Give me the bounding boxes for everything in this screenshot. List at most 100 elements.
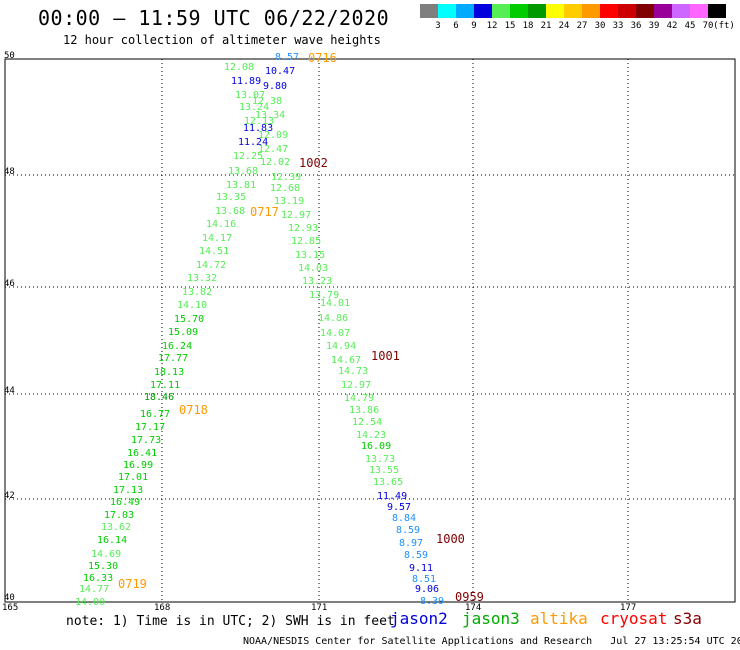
wave-height-value: 13.68: [215, 206, 246, 217]
wave-height-value: 12.85: [291, 236, 322, 247]
wave-height-value: 14.17: [202, 233, 233, 244]
legend-swatch: [420, 4, 438, 18]
wave-height-value: 14.94: [326, 341, 357, 352]
legend-swatch: [600, 4, 618, 18]
satellite-s3a: s3a: [673, 609, 702, 628]
legend-swatch: [654, 4, 672, 18]
legend-label: 70: [702, 21, 714, 31]
wave-height-value: 16.41: [127, 448, 158, 459]
satellite-cryosat: cryosat: [600, 609, 668, 628]
lat-label: 40: [4, 593, 15, 603]
wave-height-value: 12.54: [352, 417, 383, 428]
wave-height-value: 17.01: [118, 472, 149, 483]
wave-height-value: 12.97: [341, 380, 372, 391]
wave-height-value: 13.24: [239, 102, 270, 113]
lat-label: 50: [4, 51, 15, 61]
wave-height-value: 13.68: [228, 166, 259, 177]
legend-swatch: [582, 4, 600, 18]
wave-height-value: 16.77: [140, 409, 171, 420]
wave-height-value: 11.89: [231, 76, 262, 87]
wave-height-value: 12.97: [281, 210, 312, 221]
satellite-altika: altika: [530, 609, 588, 628]
map-frame: [4, 58, 736, 603]
legend-swatch: [546, 4, 564, 18]
wave-height-value: 12.39: [271, 172, 302, 183]
color-legend: [420, 4, 726, 18]
time-label: 0716: [308, 51, 337, 65]
wave-height-value: 8.59: [396, 525, 421, 536]
legend-swatch: [456, 4, 474, 18]
wave-height-value: 15.70: [174, 314, 205, 325]
lon-label: 177: [620, 603, 637, 613]
wave-height-value: 18.13: [154, 367, 185, 378]
wave-height-value: 8.97: [399, 538, 424, 549]
wave-height-value: 13.15: [295, 250, 326, 261]
wave-height-value: 12.08: [224, 62, 255, 73]
wave-height-value: 14.00: [75, 597, 106, 608]
time-label: 0719: [118, 577, 147, 591]
legend-swatch: [636, 4, 654, 18]
wave-height-value: 17.03: [104, 510, 135, 521]
legend-label: 15: [504, 21, 516, 31]
legend-swatch: [474, 4, 492, 18]
wave-height-value: 13.86: [349, 405, 380, 416]
wave-height-value: 17.13: [113, 485, 144, 496]
wave-height-value: 12.09: [258, 130, 289, 141]
legend-label: 42: [666, 21, 678, 31]
wave-height-value: 11.83: [243, 123, 274, 134]
wave-height-value: 13.35: [216, 192, 247, 203]
wave-height-value: 14.10: [177, 300, 208, 311]
legend-unit: (ft): [713, 21, 735, 31]
wave-height-value: 16.99: [123, 460, 154, 471]
wave-height-value: 10.47: [265, 66, 296, 77]
legend-label: 39: [648, 21, 660, 31]
legend-label: 3: [435, 21, 441, 31]
page-subtitle: 12 hour collection of altimeter wave hei…: [63, 33, 381, 47]
legend-label: 9: [471, 21, 477, 31]
wave-height-value: 14.73: [338, 366, 369, 377]
lon-label: 165: [2, 603, 19, 613]
time-label: 0959: [455, 590, 484, 604]
time-label: 0717: [250, 205, 279, 219]
wave-height-value: 13.65: [373, 477, 404, 488]
credit-text: NOAA/NESDIS Center for Satellite Applica…: [243, 636, 593, 647]
wave-height-value: 13.32: [187, 273, 218, 284]
wave-height-value: 14.79: [344, 393, 375, 404]
legend-label: 45: [684, 21, 696, 31]
wave-height-value: 16.14: [97, 535, 128, 546]
satellite-jason3: jason3: [462, 609, 520, 628]
wave-height-value: 14.86: [318, 313, 349, 324]
wave-height-value: 14.07: [320, 328, 351, 339]
lat-label: 46: [4, 279, 15, 289]
legend-label: 24: [558, 21, 570, 31]
wave-height-value: 9.06: [415, 584, 440, 595]
wave-height-value: 15.30: [88, 561, 119, 572]
footer-note: note: 1) Time is in UTC; 2) SWH is in fe…: [66, 614, 395, 629]
legend-swatch: [708, 4, 726, 18]
legend-label: 30: [594, 21, 606, 31]
legend-labels: 3 6 9 12 15 18 21 24 27 30 33 36 39 42 45 70 (ft): [420, 21, 740, 33]
legend-swatch: [528, 4, 546, 18]
lon-label: 174: [465, 603, 482, 613]
wave-height-value: 14.01: [320, 298, 351, 309]
time-label: 1001: [371, 349, 400, 363]
wave-height-value: 15.09: [168, 327, 199, 338]
wave-height-value: 16.33: [83, 573, 114, 584]
legend-swatch: [492, 4, 510, 18]
wave-height-value: 14.51: [199, 246, 230, 257]
page-title: 00:00 – 11:59 UTC 06/22/2020: [38, 6, 390, 30]
wave-height-value: 11.49: [377, 491, 408, 502]
wave-height-value: 13.19: [274, 196, 305, 207]
legend-swatch: [690, 4, 708, 18]
time-label: 0718: [179, 403, 208, 417]
lon-label: 171: [311, 603, 328, 613]
graticule: [5, 59, 735, 602]
legend-swatch: [618, 4, 636, 18]
legend-label: 21: [540, 21, 552, 31]
legend-swatch: [438, 4, 456, 18]
wave-height-value: 11.24: [238, 137, 269, 148]
wave-height-value: 8.59: [404, 550, 429, 561]
wave-height-value: 12.13: [244, 116, 275, 127]
wave-height-value: 14.16: [206, 219, 237, 230]
